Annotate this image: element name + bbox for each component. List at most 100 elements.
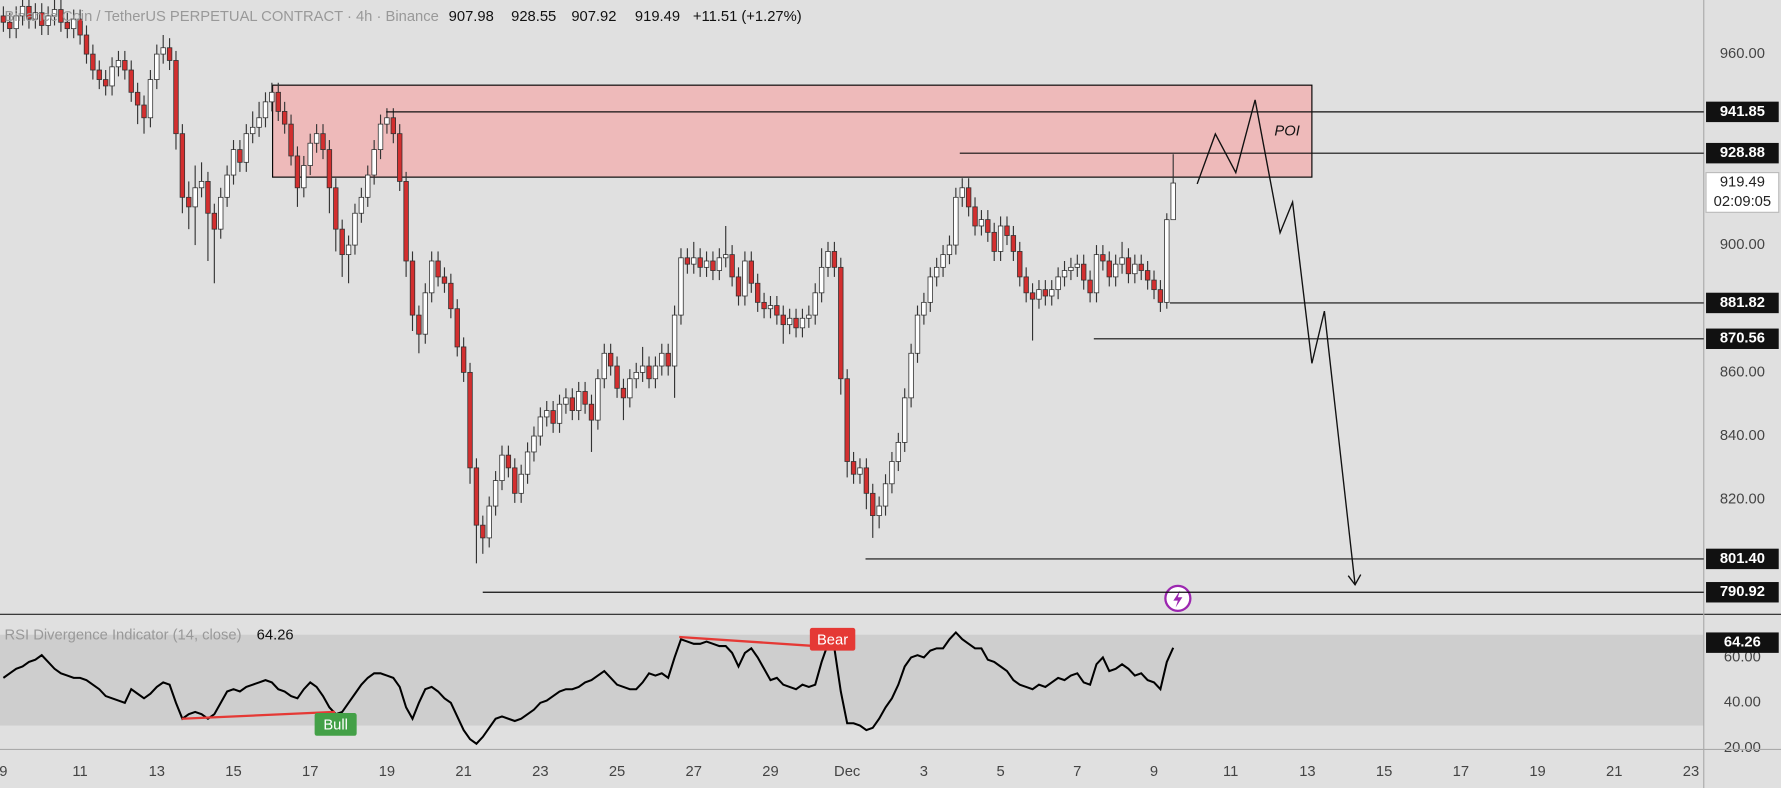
candle-body <box>1010 235 1017 252</box>
candle-body <box>352 212 358 246</box>
candle-body <box>524 451 531 475</box>
candle-body <box>83 34 90 55</box>
x-tick-label: 5 <box>996 764 1004 780</box>
candle-body <box>646 365 652 380</box>
candle-body <box>742 260 748 297</box>
candle-body <box>786 317 793 326</box>
candle-body <box>384 117 390 125</box>
candle-body <box>499 454 505 481</box>
high-value: 928.55 <box>511 9 556 25</box>
candle-body <box>1055 276 1061 291</box>
candle-body <box>985 219 991 233</box>
candle-body <box>416 314 422 335</box>
price-box <box>1705 172 1780 213</box>
candle-body <box>51 9 58 17</box>
candle-body <box>512 467 518 494</box>
candle-body <box>1157 289 1164 303</box>
candle-body <box>390 117 396 135</box>
x-tick-label: 3 <box>920 764 928 780</box>
candle-body <box>793 317 799 329</box>
candle-body <box>281 110 288 125</box>
candle-body <box>997 225 1004 252</box>
candle-body <box>7 21 13 30</box>
candle-body <box>1112 263 1119 278</box>
x-tick-label: 11 <box>72 764 87 780</box>
level-label: 941.85 <box>1720 104 1765 120</box>
y-tick-label: 820.00 <box>1720 492 1765 508</box>
candle-body <box>934 266 940 278</box>
candle-body <box>576 391 582 411</box>
candle-body <box>927 276 933 303</box>
rsi-value-box <box>1706 632 1779 653</box>
candle-body <box>588 403 595 421</box>
candle-body <box>435 260 441 278</box>
candle-body <box>492 480 499 507</box>
candle-body <box>45 15 51 26</box>
candle-body <box>863 467 870 494</box>
candle-body <box>147 79 154 119</box>
level-label: 801.40 <box>1720 551 1765 567</box>
candle-body <box>0 15 7 23</box>
candle-body <box>518 473 524 494</box>
candle-body <box>639 365 646 373</box>
x-tick-label: 23 <box>1683 764 1699 780</box>
candle-body <box>480 524 486 539</box>
candle-body <box>339 228 345 256</box>
candle-body <box>1049 289 1055 297</box>
candle-body <box>32 12 39 20</box>
symbol-title: Binance Coin / TetherUS PERPETUAL CONTRA… <box>5 9 439 25</box>
candle-body <box>550 410 556 424</box>
candle-body <box>582 391 588 405</box>
candle-body <box>198 181 205 189</box>
candle-body <box>403 181 409 262</box>
bear-divergence-line <box>679 635 816 648</box>
x-tick-label: 11 <box>1223 764 1238 780</box>
x-tick-label: 25 <box>609 764 625 780</box>
candle-body <box>601 352 607 380</box>
candle-body <box>345 244 352 256</box>
x-tick-label: 21 <box>1606 764 1622 780</box>
projection-arrowhead <box>1347 574 1362 587</box>
bear-label-box <box>809 627 856 651</box>
candle-body <box>320 133 326 150</box>
candle-body <box>237 149 243 163</box>
x-tick-label: 27 <box>686 764 702 780</box>
candle-body <box>141 104 147 119</box>
candle-body <box>729 254 735 278</box>
level-label-box <box>1706 101 1779 123</box>
candle-body <box>256 117 262 128</box>
candle-body <box>870 492 876 517</box>
candle-body <box>313 133 320 144</box>
marks-layer <box>0 0 1176 746</box>
candle-body <box>160 47 166 55</box>
y-tick-label: 900.00 <box>1720 237 1765 253</box>
rsi-tick-label: 60.00 <box>1724 649 1761 665</box>
candle-body <box>377 123 384 150</box>
candle-body <box>748 260 754 284</box>
bull-label-box <box>314 713 357 736</box>
x-tick-label: 9 <box>0 764 7 780</box>
candle-body <box>1170 182 1176 221</box>
candle-body <box>569 397 575 411</box>
rsi-tick-label: 40.00 <box>1724 695 1761 711</box>
y-tick-label: 840.00 <box>1720 428 1765 444</box>
candle-body <box>269 91 275 103</box>
candle-body <box>262 101 269 119</box>
x-tick-label: 13 <box>1299 764 1315 780</box>
candle-body <box>358 196 365 214</box>
candle-body <box>723 254 729 259</box>
candle-body <box>301 165 307 189</box>
x-tick-label: 19 <box>379 764 395 780</box>
candle-body <box>914 314 921 354</box>
candle-body <box>205 181 211 214</box>
rsi-line <box>2 630 1175 746</box>
close-value: 919.49 <box>635 9 680 25</box>
last-price: 919.49 <box>1720 175 1765 191</box>
candle-body <box>659 352 665 367</box>
low-value: 907.92 <box>571 9 616 25</box>
candle-body <box>735 276 742 297</box>
candle-body <box>224 174 230 198</box>
candle-body <box>563 397 569 405</box>
x-tick-label: Dec <box>834 764 860 780</box>
candle-body <box>991 231 997 252</box>
